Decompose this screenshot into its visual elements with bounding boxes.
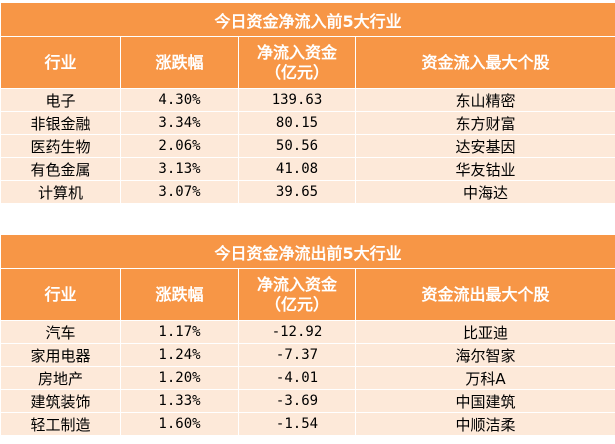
table-row: 房地产 1.20% -4.01 万科A xyxy=(0,366,615,390)
top-stock-cell: 比亚迪 xyxy=(354,320,615,344)
table-row: 轻工制造 1.60% -1.54 中顺洁柔 xyxy=(0,412,615,436)
net-flow-cell: -1.54 xyxy=(238,412,356,436)
header-industry: 行业 xyxy=(0,268,121,321)
table-row: 有色金属 3.13% 41.08 华友钴业 xyxy=(0,157,615,181)
net-flow-cell: -3.69 xyxy=(238,389,356,413)
outflow-table: 今日资金净流出前5大行业 行业 涨跌幅 净流入资金 （亿元） 资金流出最大个股 … xyxy=(0,234,615,436)
header-change: 涨跌幅 xyxy=(120,268,239,321)
industry-cell: 电子 xyxy=(0,88,121,112)
table-row: 医药生物 2.06% 50.56 达安基因 xyxy=(0,134,615,158)
top-stock-cell: 达安基因 xyxy=(354,134,615,158)
industry-cell: 医药生物 xyxy=(0,134,121,158)
industry-cell: 非银金融 xyxy=(0,111,121,135)
industry-cell: 汽车 xyxy=(0,320,121,344)
top-stock-cell: 海尔智家 xyxy=(354,343,615,367)
table-row: 计算机 3.07% 39.65 中海达 xyxy=(0,180,615,204)
industry-cell: 轻工制造 xyxy=(0,412,121,436)
top-stock-cell: 东山精密 xyxy=(354,88,615,112)
top-stock-cell: 华友钴业 xyxy=(354,157,615,181)
header-top-stock: 资金流出最大个股 xyxy=(354,268,615,321)
header-industry: 行业 xyxy=(0,36,121,89)
change-cell: 2.06% xyxy=(120,134,239,158)
top-stock-cell: 中顺洁柔 xyxy=(354,412,615,436)
inflow-table-title: 今日资金净流入前5大行业 xyxy=(0,2,615,37)
top-stock-cell: 中国建筑 xyxy=(354,389,615,413)
change-cell: 1.17% xyxy=(120,320,239,344)
table-row: 建筑装饰 1.33% -3.69 中国建筑 xyxy=(0,389,615,413)
industry-cell: 房地产 xyxy=(0,366,121,390)
industry-cell: 家用电器 xyxy=(0,343,121,367)
change-cell: 3.34% xyxy=(120,111,239,135)
net-flow-cell: 80.15 xyxy=(238,111,356,135)
header-net-inflow-text: 净流入资金 （亿元） xyxy=(256,42,337,82)
top-stock-cell: 万科A xyxy=(354,366,615,390)
industry-cell: 计算机 xyxy=(0,180,121,204)
change-cell: 1.33% xyxy=(120,389,239,413)
header-change: 涨跌幅 xyxy=(120,36,239,89)
change-cell: 1.24% xyxy=(120,343,239,367)
net-flow-cell: -4.01 xyxy=(238,366,356,390)
industry-cell: 有色金属 xyxy=(0,157,121,181)
net-flow-cell: 41.08 xyxy=(238,157,356,181)
net-flow-cell: 39.65 xyxy=(238,180,356,204)
top-stock-cell: 中海达 xyxy=(354,180,615,204)
net-flow-cell: -7.37 xyxy=(238,343,356,367)
top-stock-cell: 东方财富 xyxy=(354,111,615,135)
net-flow-cell: 50.56 xyxy=(238,134,356,158)
table-row: 电子 4.30% 139.63 东山精密 xyxy=(0,88,615,112)
change-cell: 4.30% xyxy=(120,88,239,112)
table-row: 家用电器 1.24% -7.37 海尔智家 xyxy=(0,343,615,367)
table-row: 汽车 1.17% -12.92 比亚迪 xyxy=(0,320,615,344)
change-cell: 3.07% xyxy=(120,180,239,204)
header-top-stock: 资金流入最大个股 xyxy=(354,36,615,89)
header-net-inflow: 净流入资金 （亿元） xyxy=(238,268,356,321)
net-flow-cell: -12.92 xyxy=(238,320,356,344)
industry-cell: 建筑装饰 xyxy=(0,389,121,413)
net-flow-cell: 139.63 xyxy=(238,88,356,112)
change-cell: 1.60% xyxy=(120,412,239,436)
table-row: 非银金融 3.34% 80.15 东方财富 xyxy=(0,111,615,135)
header-net-inflow: 净流入资金 （亿元） xyxy=(238,36,356,89)
change-cell: 1.20% xyxy=(120,366,239,390)
header-net-inflow-text: 净流入资金 （亿元） xyxy=(256,274,337,314)
change-cell: 3.13% xyxy=(120,157,239,181)
outflow-table-title: 今日资金净流出前5大行业 xyxy=(0,234,615,269)
inflow-table: 今日资金净流入前5大行业 行业 涨跌幅 净流入资金 （亿元） 资金流入最大个股 … xyxy=(0,2,615,204)
